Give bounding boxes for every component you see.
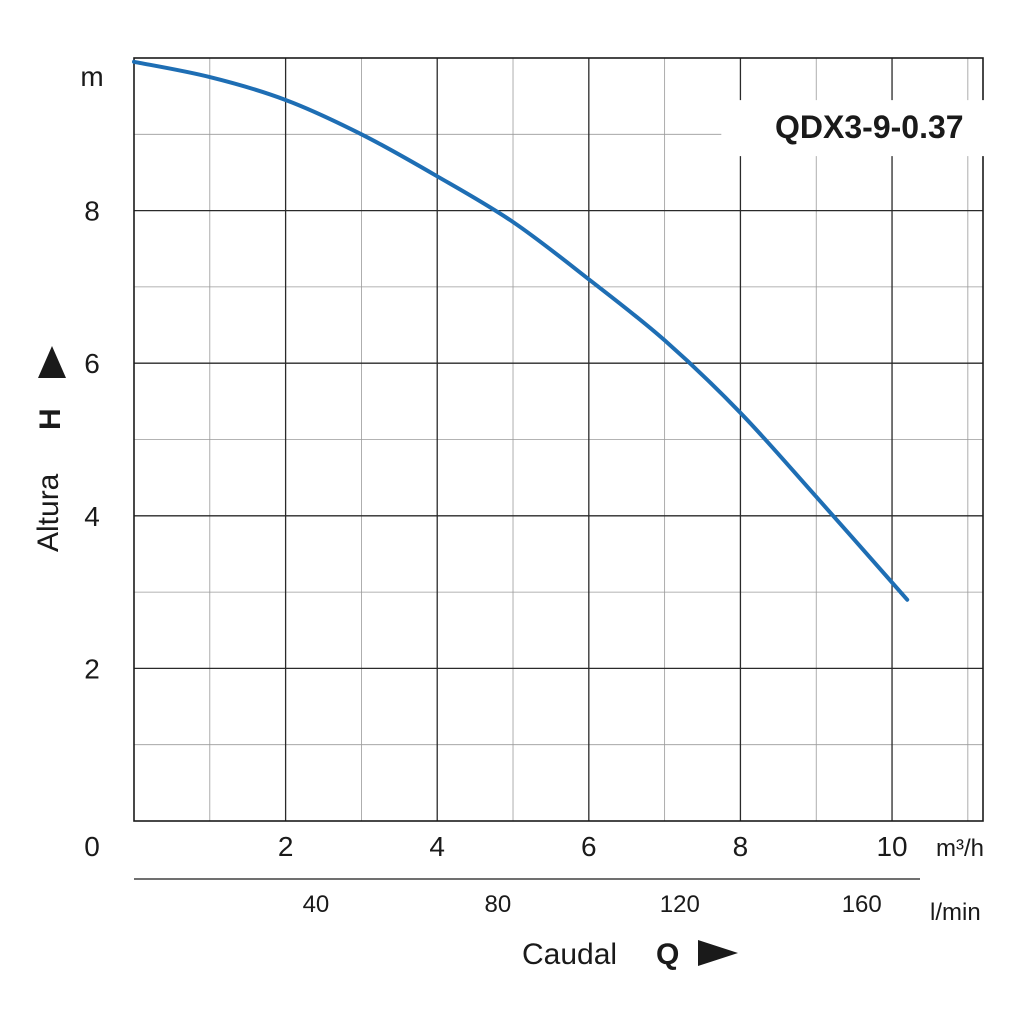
x-secondary-tick-label: 80 (485, 891, 512, 918)
y-unit-label: m (80, 61, 103, 92)
y-tick-labels: 2 4 6 8 (84, 196, 100, 685)
x-tick-label: 4 (429, 831, 445, 862)
x-tick-label: 6 (581, 831, 597, 862)
major-grid (134, 58, 983, 821)
x-tick-label: 2 (278, 831, 294, 862)
x-axis-title: Caudal Q (522, 938, 738, 971)
y-tick-label: 8 (84, 196, 100, 227)
y-axis-title: Altura H (32, 346, 67, 552)
x-unit-label: m³/h (936, 835, 984, 862)
x-axis-title-text: Caudal (522, 938, 617, 971)
x-secondary-unit-label: l/min (930, 899, 981, 926)
y-axis-arrow-icon (38, 346, 66, 378)
x-secondary-tick-label: 40 (303, 891, 330, 918)
model-title: QDX3-9-0.37 (775, 109, 964, 145)
x-tick-labels: 2 4 6 8 10 (278, 831, 908, 862)
y-tick-label: 6 (84, 348, 100, 379)
x-secondary-tick-label: 160 (842, 891, 882, 918)
x-secondary-tick-labels: 40 80 120 160 (303, 891, 882, 918)
y-tick-label: 2 (84, 653, 100, 684)
minor-grid (134, 58, 983, 821)
x-axis-symbol: Q (656, 938, 679, 971)
head-flow-curve (132, 59, 910, 602)
x-secondary-tick-label: 120 (660, 891, 700, 918)
origin-label: 0 (84, 831, 100, 862)
x-tick-label: 8 (733, 831, 749, 862)
x-axis-arrow-icon (698, 940, 738, 966)
title-background (721, 100, 1018, 157)
x-tick-label: 10 (876, 831, 907, 862)
y-tick-label: 4 (84, 501, 100, 532)
y-axis-symbol: H (34, 408, 67, 430)
plot-frame (133, 57, 984, 822)
y-axis-title-text: Altura (32, 473, 65, 552)
